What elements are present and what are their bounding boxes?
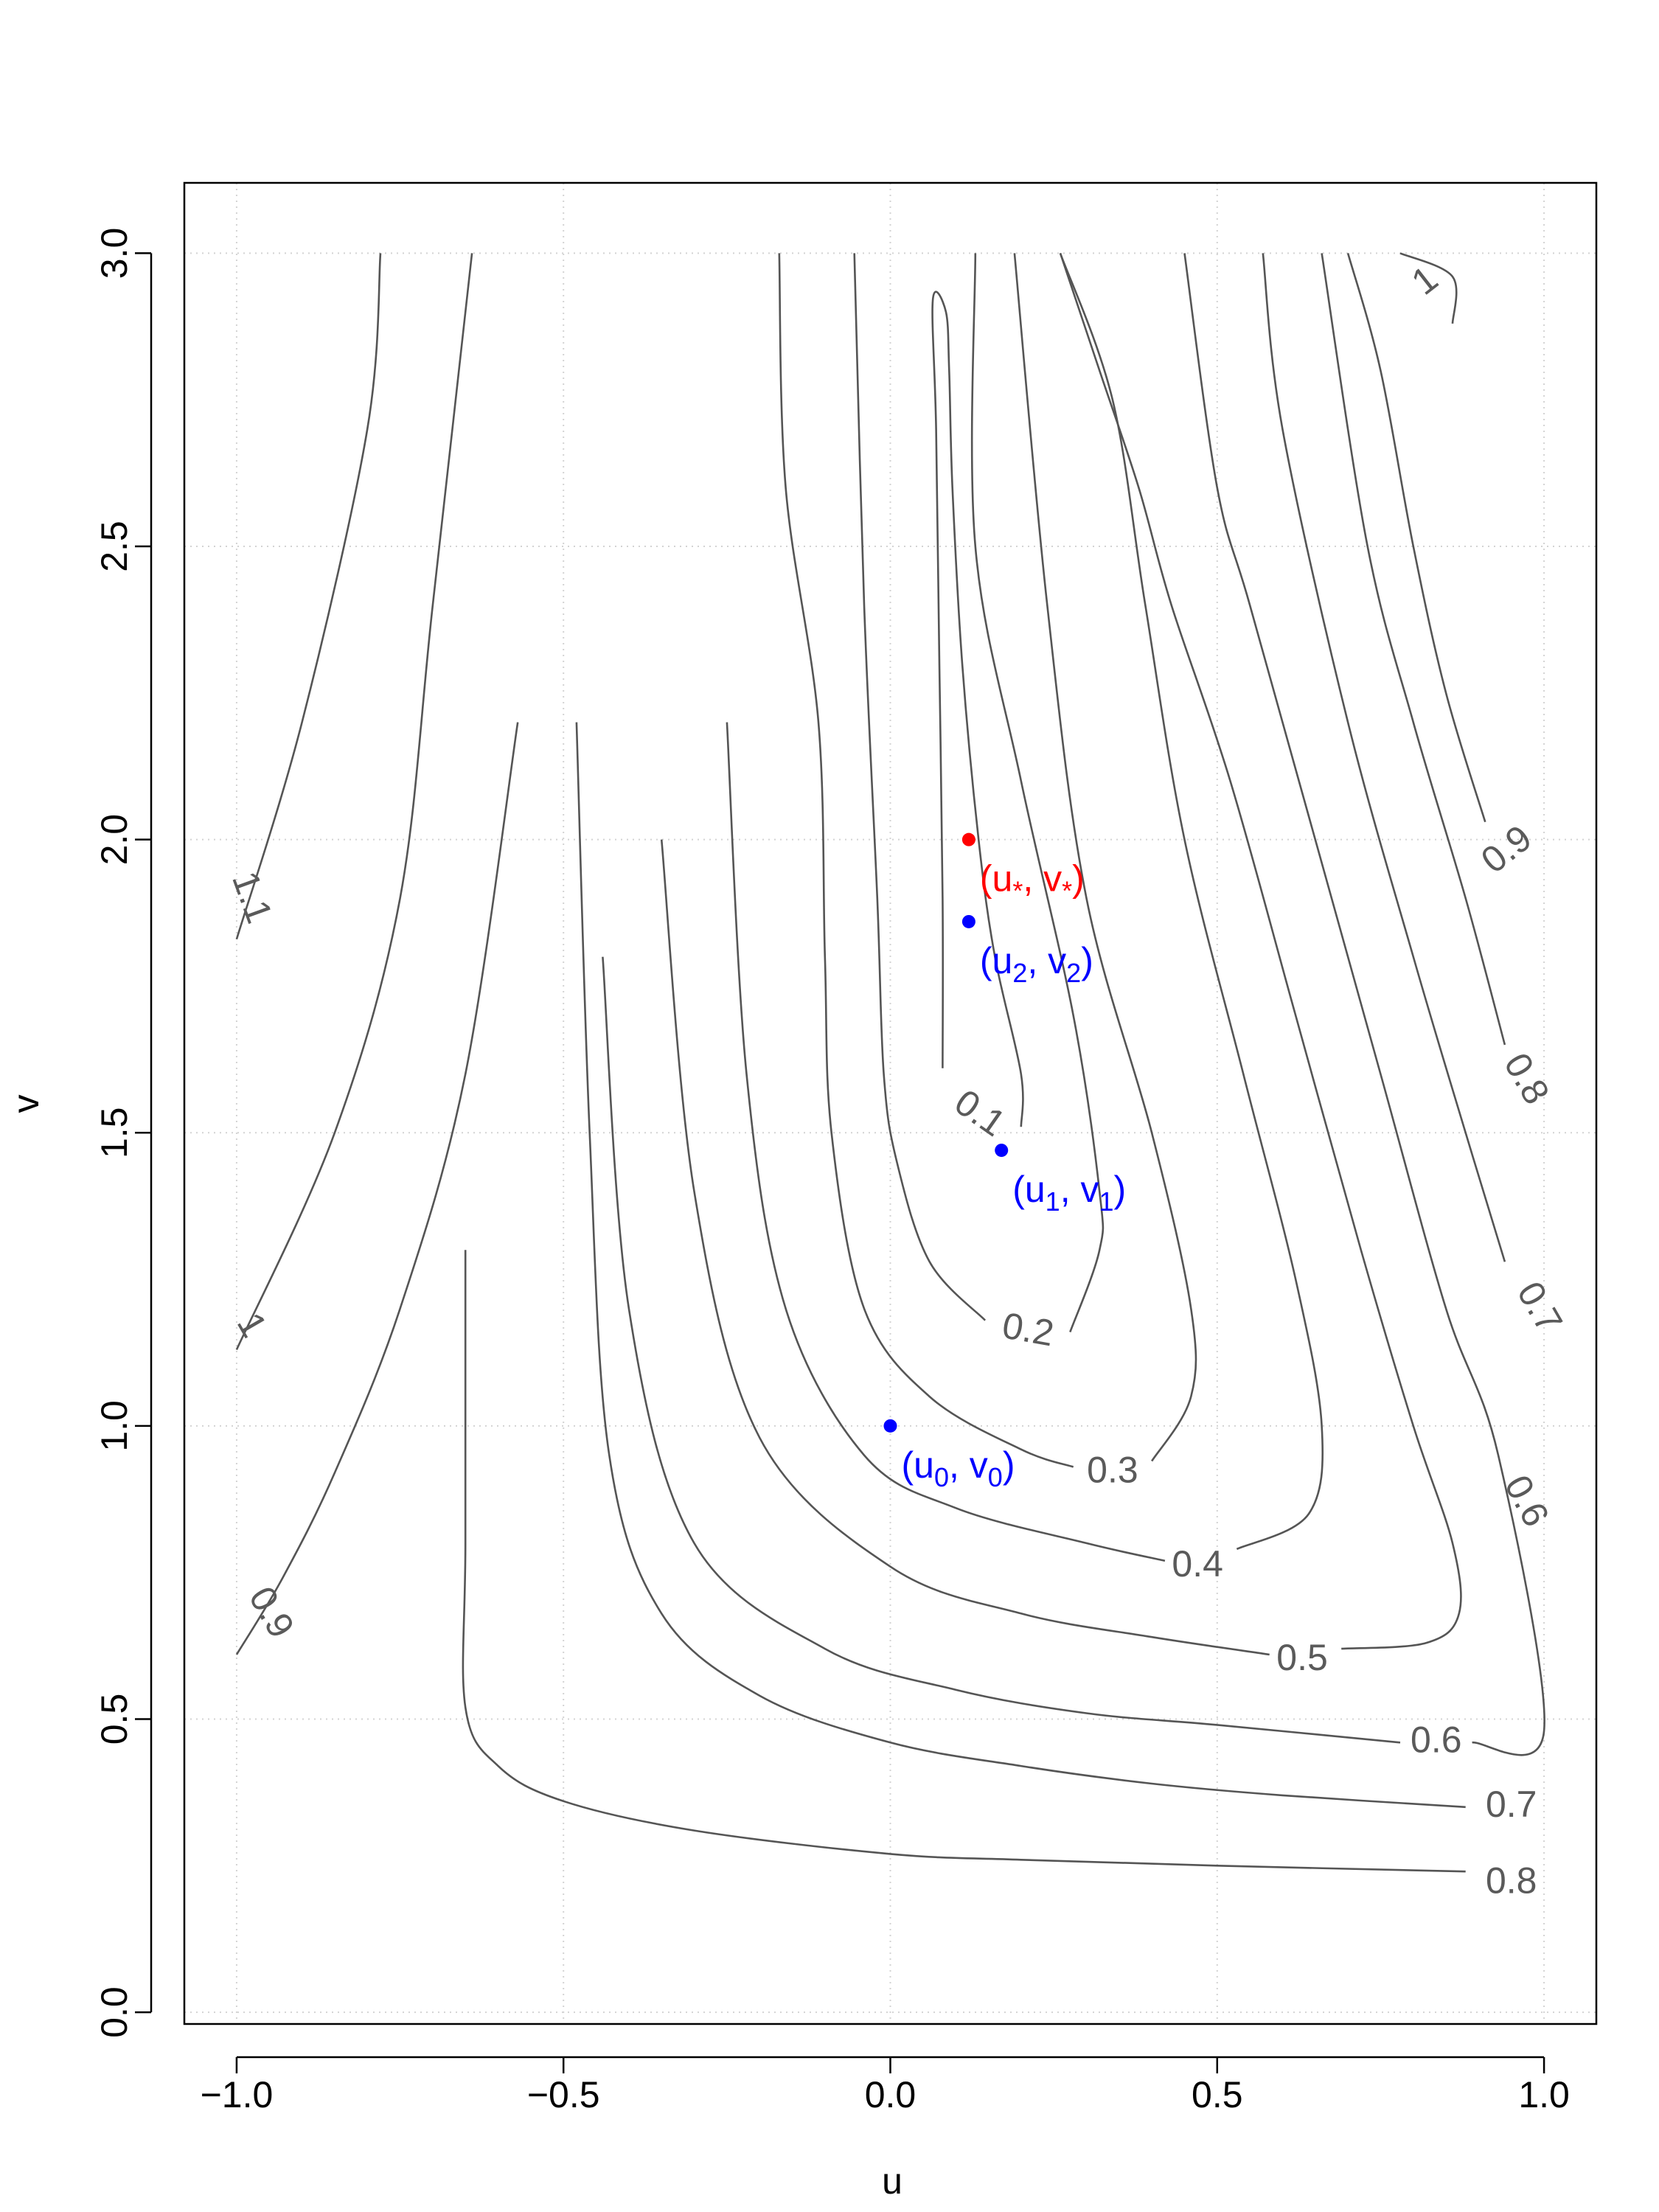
contour-line-0.2 (970, 253, 1105, 1333)
point-label: (u2, v2) (980, 940, 1093, 988)
x-tick-label: 0.5 (1192, 2074, 1243, 2115)
contour-line-0.7 (1262, 253, 1506, 1262)
x-tick-label: −0.5 (527, 2074, 600, 2115)
y-tick-label: 1.5 (94, 1107, 135, 1159)
contour-lines (235, 252, 1545, 1873)
contour-line-0.6 (1183, 253, 1545, 1756)
y-tick-label: 3.0 (94, 228, 135, 279)
point-marker (883, 1419, 897, 1433)
x-tick-label: −1.0 (201, 2074, 274, 2115)
contour-label-0.4: 0.4 (1172, 1543, 1223, 1585)
point-label: (u1, v1) (1012, 1169, 1126, 1217)
contour-line-1 (235, 253, 473, 1351)
x-tick-label: 1.0 (1518, 2074, 1570, 2115)
contour-line-0.3 (778, 253, 1074, 1468)
contour-label-0.7: 0.7 (1486, 1784, 1537, 1825)
contour-line-0.8 (1321, 253, 1506, 1046)
y-tick-label: 2.0 (94, 814, 135, 866)
contour-line-1.1 (235, 253, 382, 940)
point-label: (u*, v*) (980, 858, 1085, 906)
axes: −1.0 −0.5 0.0 0.5 1.0 0.0 0.5 1.0 1.5 2.0 2.5 3.0 (94, 228, 1570, 2115)
y-tick-label: 2.5 (94, 521, 135, 572)
contour-label-0.5: 0.5 (1276, 1637, 1328, 1678)
contour-line-1 (1399, 252, 1458, 324)
x-axis-title: u (882, 2160, 902, 2202)
contour-label-0.2: 0.2 (999, 1304, 1057, 1354)
contour-line-0.5 (660, 839, 1270, 1656)
contour-line-0.8 (462, 1250, 1466, 1873)
y-tick-label: 0.0 (94, 1986, 135, 2038)
contour-line-0.9 (1346, 253, 1486, 823)
contour-line-0.2 (853, 253, 987, 1321)
x-tick-label: 0.0 (865, 2074, 917, 2115)
point-marker (961, 914, 975, 928)
data-points: (u*, v*) (u2, v2) (u1, v1) (u0, v0) (883, 832, 1126, 1492)
contour-line-0.1 (931, 291, 1024, 1127)
contour-label-0.6: 0.6 (1411, 1719, 1462, 1760)
y-tick-label: 1.0 (94, 1400, 135, 1452)
point-label: (u0, v0) (902, 1444, 1015, 1492)
contour-line-0.9 (235, 722, 519, 1655)
point-marker (995, 1144, 1009, 1158)
point-marker (961, 832, 975, 846)
contour-line-0.6 (602, 956, 1401, 1744)
contour-line-0.3 (1013, 253, 1197, 1462)
y-tick-label: 0.5 (94, 1694, 135, 1745)
contour-line-0.4 (1059, 252, 1324, 1551)
contour-label-0.8: 0.8 (1486, 1860, 1537, 1901)
contour-line-0.7 (575, 722, 1466, 1809)
plot-frame (183, 181, 1598, 2025)
contour-label-0.3: 0.3 (1087, 1450, 1138, 1491)
contour-line-0.4 (726, 722, 1166, 1562)
y-axis-title: v (5, 1095, 46, 1113)
contour-line-0.5 (1059, 252, 1462, 1650)
